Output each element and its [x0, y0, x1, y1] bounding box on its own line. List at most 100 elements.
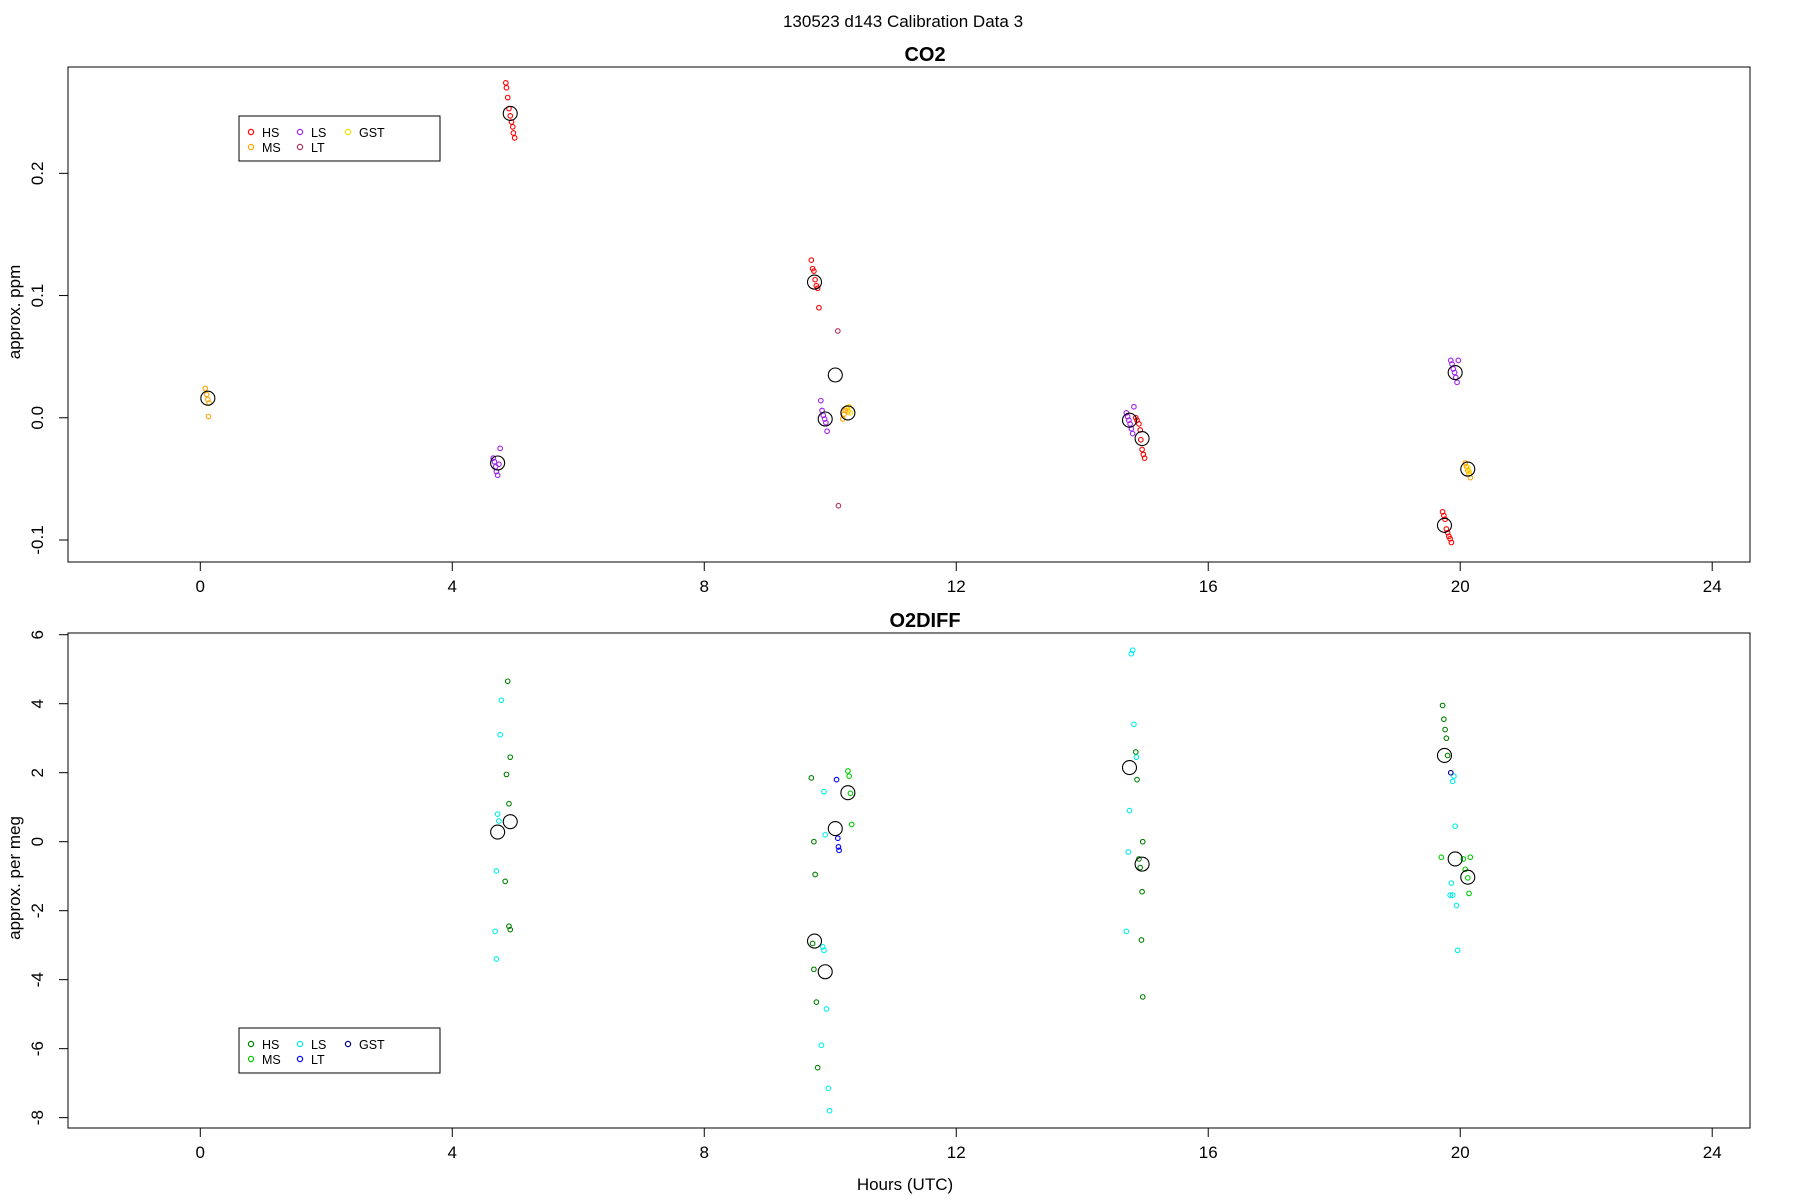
point-hs: [507, 113, 514, 119]
point-ms: [848, 821, 855, 828]
mean-point: [806, 933, 823, 949]
point-ms: [845, 768, 851, 774]
legend-label-hs: HS: [262, 1038, 279, 1052]
point-ls: [823, 1006, 830, 1012]
mean-point: [1447, 365, 1463, 381]
point-ls: [1127, 421, 1133, 427]
panel-o2diff-title: O2DIFF: [889, 610, 960, 632]
legend-label-gst: GST: [359, 126, 385, 140]
y-tick-label: -2: [28, 903, 47, 918]
point-ls: [1453, 902, 1460, 909]
point-hs: [811, 966, 817, 973]
point-hs: [1444, 752, 1451, 759]
mean-point: [1447, 851, 1463, 867]
point-ls: [497, 445, 504, 452]
legend-label-ms: MS: [262, 1053, 281, 1067]
legend-marker-ms: [247, 1055, 255, 1063]
panel-co2-title: CO2: [904, 44, 945, 66]
x-tick-label: 24: [1703, 577, 1722, 596]
mean-point: [490, 455, 506, 471]
point-gst: [1447, 769, 1454, 776]
point-hs: [1136, 421, 1142, 427]
point-hs: [1137, 864, 1144, 871]
mean-point: [1460, 869, 1476, 885]
point-ms: [1438, 854, 1445, 861]
point-ls: [1454, 947, 1461, 954]
point-ls: [492, 928, 498, 935]
point-ls: [1129, 430, 1136, 437]
mean-point: [1436, 517, 1453, 533]
y-tick-label: 0.1: [28, 284, 47, 308]
legend-marker-ls: [296, 1040, 304, 1048]
legend-label-lt: LT: [311, 1053, 325, 1067]
mean-point: [806, 274, 823, 290]
point-ms: [1462, 866, 1469, 873]
mean-point: [200, 390, 216, 406]
point-ls: [494, 472, 501, 479]
point-hs: [1440, 716, 1447, 723]
y-tick-label: 0.0: [28, 406, 47, 430]
x-tick-label: 12: [947, 1143, 966, 1162]
point-hs: [1443, 735, 1450, 742]
mean-point: [502, 105, 518, 121]
point-hs: [816, 304, 822, 311]
point-ls: [1123, 928, 1130, 935]
point-hs: [1141, 455, 1148, 461]
point-ls: [493, 956, 500, 962]
point-lt: [835, 502, 842, 509]
panel-co2-legend: HS MS LS LT GST: [238, 115, 441, 162]
point-lt: [833, 776, 840, 783]
point-ls: [822, 419, 829, 426]
y-tick-label: 0.2: [28, 162, 47, 186]
panel-co2-points: [200, 80, 1476, 546]
point-hs: [812, 276, 818, 283]
point-hs: [814, 285, 821, 292]
point-hs: [809, 940, 816, 947]
point-hs: [808, 775, 815, 781]
point-hs: [1134, 776, 1140, 783]
point-ls: [817, 397, 824, 404]
point-hs: [808, 257, 815, 263]
legend-label-ls: LS: [311, 126, 326, 140]
point-ls: [1452, 823, 1459, 830]
x-tick-label: 8: [700, 577, 709, 596]
x-tick-label: 0: [196, 1143, 205, 1162]
point-lt: [836, 847, 842, 854]
y-tick-label: -0.1: [28, 525, 47, 554]
mean-point: [1121, 412, 1138, 428]
point-gst: [847, 410, 854, 416]
panel-o2diff: O2DIFF approx. per meg 0 4 8 12 16 20 24-8-6-4…: [5, 610, 1751, 1162]
point-ls: [1131, 403, 1137, 410]
point-hs: [510, 130, 517, 136]
legend-label-lt: LT: [311, 141, 325, 155]
point-ls: [1448, 880, 1455, 886]
legend-marker-lt: [296, 1055, 304, 1063]
panel-co2-legend-box: [238, 115, 441, 162]
point-hs: [504, 94, 511, 101]
x-tick-label: 24: [1703, 1143, 1722, 1162]
point-hs: [814, 1064, 821, 1071]
point-ls: [1133, 754, 1140, 761]
point-ls: [1447, 892, 1453, 899]
point-ls: [496, 818, 502, 824]
point-ms: [846, 773, 853, 780]
point-ls: [1451, 773, 1457, 780]
point-ls: [822, 831, 829, 838]
point-hs: [504, 678, 511, 685]
mean-point: [817, 964, 833, 980]
point-hs: [813, 999, 820, 1005]
point-ls: [496, 461, 502, 468]
point-gst: [1466, 468, 1472, 475]
mean-point: [502, 814, 518, 830]
point-hs: [1137, 436, 1144, 443]
point-hs: [811, 838, 817, 845]
legend-marker-hs: [247, 1040, 255, 1048]
legend-marker-ms: [247, 143, 255, 151]
mean-point: [827, 821, 843, 837]
legend-marker-lt: [296, 143, 304, 151]
point-hs: [1448, 539, 1455, 546]
point-hs: [1139, 838, 1146, 845]
point-ls: [494, 811, 501, 817]
